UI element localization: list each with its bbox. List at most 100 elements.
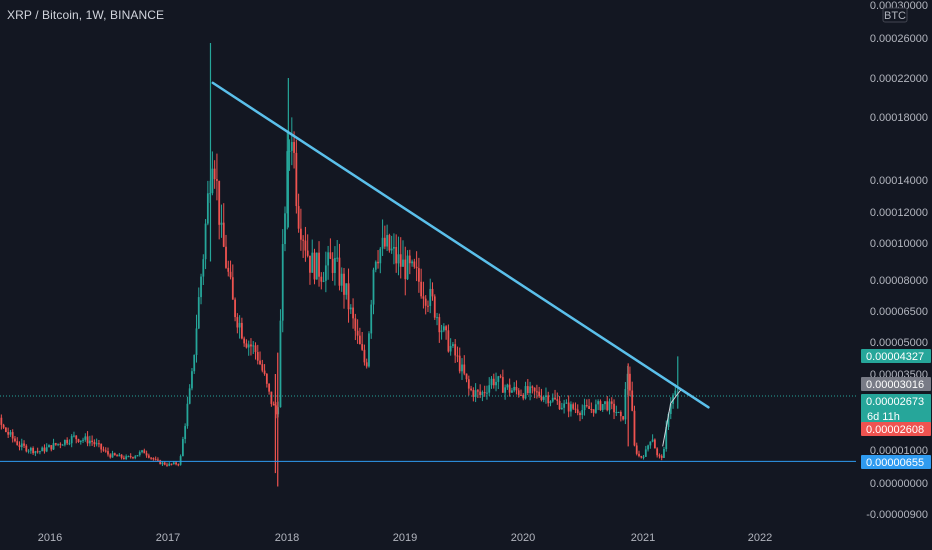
candle-body <box>445 326 448 331</box>
candle-body <box>458 355 461 372</box>
time-tick-label: 2018 <box>275 532 299 544</box>
candle-body <box>213 168 216 180</box>
price-badge-last <box>861 394 931 426</box>
candle-body <box>572 404 575 409</box>
candle-body <box>365 362 368 367</box>
candle-body <box>665 426 668 450</box>
candle-body <box>615 412 618 414</box>
candle-body <box>424 298 427 306</box>
candle-body <box>23 443 25 446</box>
candle-body <box>320 276 323 282</box>
candle-body <box>433 296 436 318</box>
candle-body <box>549 401 552 404</box>
candle-body <box>91 440 94 442</box>
candle-body <box>268 383 271 392</box>
candle-body <box>145 453 148 456</box>
candle-body <box>179 456 182 465</box>
candle-body <box>229 271 232 278</box>
candle-body <box>93 441 96 445</box>
candle-body <box>102 449 105 451</box>
candle-body <box>336 257 339 259</box>
price-tick-label: 0.00005000 <box>870 337 928 349</box>
candle-body <box>588 406 590 409</box>
price-tick-label: 0.00014000 <box>870 175 928 187</box>
candle-body <box>570 404 572 412</box>
price-badge-high <box>861 349 931 363</box>
candle-body <box>150 457 153 459</box>
candle-body <box>583 405 586 411</box>
candle-body <box>486 392 488 394</box>
candle-body <box>154 459 157 461</box>
candle-body <box>647 445 649 450</box>
candle-body <box>29 448 32 451</box>
candle-body <box>406 255 409 280</box>
candle-body <box>147 455 150 458</box>
candle-body <box>581 410 584 416</box>
candle-body <box>286 151 289 214</box>
candle-body <box>61 444 64 446</box>
candle-body <box>635 445 638 454</box>
candle-body <box>247 344 250 348</box>
candle-body <box>288 150 291 152</box>
candle-body <box>261 364 264 371</box>
candle-body <box>660 455 663 458</box>
candle-body <box>440 330 443 333</box>
candle-body <box>399 254 402 267</box>
candle-body <box>508 384 511 393</box>
candle-body <box>272 403 275 406</box>
candle-body <box>449 345 452 352</box>
time-axis[interactable]: 2016 2017 2018 2019 2020 2021 2022 <box>38 532 772 544</box>
candle-body <box>104 450 107 452</box>
candle-body <box>95 443 98 445</box>
candle-body <box>111 453 114 458</box>
candle-body <box>20 443 23 448</box>
candle-body <box>408 255 411 264</box>
candle-body <box>352 307 354 319</box>
price-tick-label: 0.00006500 <box>870 306 928 318</box>
descending-trendline[interactable] <box>211 81 710 409</box>
candle-body <box>270 391 273 404</box>
candle-body <box>252 345 255 347</box>
candle-body <box>590 408 593 410</box>
candle-body <box>136 455 139 457</box>
candle-body <box>168 463 171 466</box>
candle-body <box>63 439 66 445</box>
drawings-layer[interactable] <box>0 81 856 462</box>
candle-body <box>315 252 318 280</box>
price-badge-value: 0.00002608 <box>866 424 924 436</box>
candle-body <box>82 439 84 441</box>
chart-title: XRP / Bitcoin, 1W, BINANCE <box>7 8 165 22</box>
candle-body <box>50 445 53 450</box>
currency-unit-box[interactable] <box>882 7 908 23</box>
candle-body <box>558 400 561 410</box>
candle-body <box>132 457 134 459</box>
candle-body <box>334 257 336 273</box>
candle-body <box>381 237 384 249</box>
candle-body <box>11 432 14 439</box>
candle-body <box>172 462 175 465</box>
price-badge-open <box>861 377 931 391</box>
candle-body <box>649 441 652 446</box>
candle-body <box>211 168 214 194</box>
candle-body <box>504 387 507 393</box>
projection-drawing[interactable] <box>662 389 682 447</box>
candle-body <box>197 297 200 329</box>
candle-body <box>116 455 118 457</box>
candle-body <box>98 443 100 445</box>
candle-body <box>515 386 518 391</box>
candle-body <box>545 395 547 397</box>
price-badge-value: 0.00002673 <box>866 396 924 408</box>
candle-body <box>674 390 677 396</box>
candle-body <box>34 451 37 454</box>
price-tick-label: 0.00022000 <box>870 73 928 85</box>
candle-body <box>57 443 59 445</box>
candle-body <box>470 388 472 391</box>
candle-body <box>397 254 400 264</box>
price-tick-label: -0.00000900 <box>866 509 928 521</box>
candle-body <box>166 464 168 466</box>
candle-body <box>200 276 202 298</box>
candle-body <box>290 142 293 151</box>
candle-body <box>265 373 268 384</box>
candle-body <box>243 338 246 344</box>
